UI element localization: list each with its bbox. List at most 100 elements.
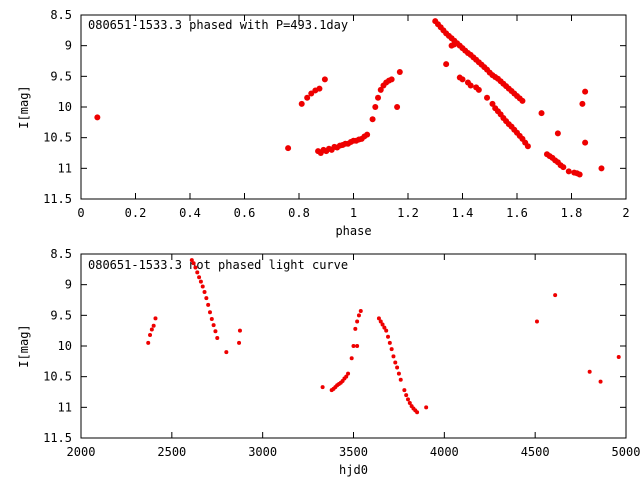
chart-2-title: 080651-1533.3 not phased light curve [88,258,348,272]
chart-1-data-point [467,82,474,89]
chart-1-data-point [582,139,589,146]
chart-1-x-tick-label: 1 [350,206,357,220]
chart-2-data-point [200,284,205,289]
chart-1-x-tick-label: 1.8 [561,206,583,220]
chart-2-data-point [407,401,412,406]
chart-2-data-point [387,340,392,345]
chart-2-data-point [206,302,211,307]
chart-1-data-point [396,69,403,76]
chart-1-y-tick-label: 11.5 [43,192,72,206]
chart-2-x-tick-label: 5000 [612,445,640,459]
chart-1-y-tick-label: 10 [58,100,72,114]
chart-2-data-point [237,328,242,333]
chart-2-data-point [393,360,398,365]
chart-2-data-point [376,316,381,321]
chart-2-data-point [415,410,420,415]
chart-2-data-point [148,332,153,337]
chart-1-x-tick-label: 0.6 [234,206,256,220]
chart-1-data-point [94,114,101,121]
chart-2-data-point [598,379,603,384]
chart-2-data-point [349,356,354,361]
chart-2-y-axis-title: I[mag] [17,324,31,367]
chart-1-x-tick-label: 1.2 [397,206,419,220]
chart-1-data-point [576,171,583,178]
chart-2-data-point [320,385,325,390]
chart-1-data-point [475,86,482,93]
chart-2-data-point [191,261,196,266]
chart-1-data-point [364,131,371,138]
chart-2-y-tick-label: 10 [58,339,72,353]
chart-1-data-point [298,100,305,107]
chart-2-data-point [380,322,385,327]
chart-1-title: 080651-1533.3 phased with P=493.1day [88,18,348,32]
chart-2-y-tick-label: 11.5 [43,431,72,445]
chart-1-data-point [394,104,401,110]
chart-1-data-point [321,76,328,83]
chart-1-data-point [598,165,605,172]
chart-2-x-tick-label: 4000 [430,445,459,459]
chart-1-data-point [554,130,561,137]
chart-1-data-point [388,76,395,83]
chart-1-data-point [372,104,379,110]
chart-2-data-point [213,329,218,334]
chart-1-data-point [565,168,572,175]
chart-2-x-tick-label: 3000 [248,445,277,459]
chart-1-x-axis-title: phase [335,224,371,238]
chart-1-data-point [377,86,384,93]
chart-2-data-point [193,265,198,270]
chart-2-data-point [151,323,156,328]
chart-1-data-point [285,145,292,152]
chart-2-data-point [553,293,558,298]
chart-2-data-point [356,313,361,318]
chart-1-y-tick-label: 9.5 [50,69,72,83]
chart-1-x-tick-label: 0.2 [125,206,147,220]
chart-1-data-point [375,94,382,101]
chart-1-data-point [308,90,315,97]
chart-2-data-point [355,319,360,324]
chart-2-data-point [396,371,401,376]
chart-2-data-point [587,369,592,374]
chart-2-data-point [534,319,539,324]
chart-2-data-point [355,344,360,348]
chart-2-x-tick-label: 2500 [157,445,186,459]
chart-2-data-point [237,340,242,345]
chart-1-plot-frame [80,14,627,200]
chart-2-y-tick-label: 8.5 [50,247,72,261]
chart-2-y-tick-label: 9.5 [50,308,72,322]
chart-1-x-tick-label: 0.4 [179,206,201,220]
chart-2-data-point [149,327,154,332]
chart-1-data-point [524,143,531,150]
chart-2-data-point [197,275,202,280]
chart-1-data-point [459,76,466,83]
chart-1-y-axis-title: I[mag] [17,85,31,128]
chart-2-data-point [389,347,394,352]
chart-2-data-point [353,326,358,331]
chart-2-data-point [195,270,200,275]
chart-2-x-tick-label: 2000 [67,445,96,459]
chart-2-data-point [153,316,158,321]
chart-2-x-tick-label: 4500 [521,445,550,459]
chart-1-x-tick-label: 0.8 [288,206,310,220]
chart-2-data-point [202,290,207,295]
chart-2-data-point [404,393,409,398]
chart-2-y-tick-label: 9 [65,278,72,292]
chart-2-data-point [344,374,349,379]
chart-1-data-point [304,94,311,101]
chart-2-data-point [386,334,391,339]
chart-1-x-tick-label: 1.6 [506,206,528,220]
chart-2-data-point [189,258,194,263]
chart-2-data-point [378,319,383,324]
chart-2-data-point [351,344,356,348]
chart-2-data-point [398,377,403,382]
chart-2-data-point [616,355,621,360]
chart-2-data-point [146,340,151,345]
chart-1-data-point [451,41,458,48]
chart-2-data-point [209,317,214,322]
chart-2-x-axis-title: hjd0 [339,463,368,477]
chart-2-y-tick-label: 11 [58,400,72,414]
chart-1-data-point [316,85,323,92]
chart-2-data-point [346,371,351,376]
chart-2-y-tick-label: 10.5 [43,370,72,384]
chart-1-y-tick-label: 8.5 [50,8,72,22]
